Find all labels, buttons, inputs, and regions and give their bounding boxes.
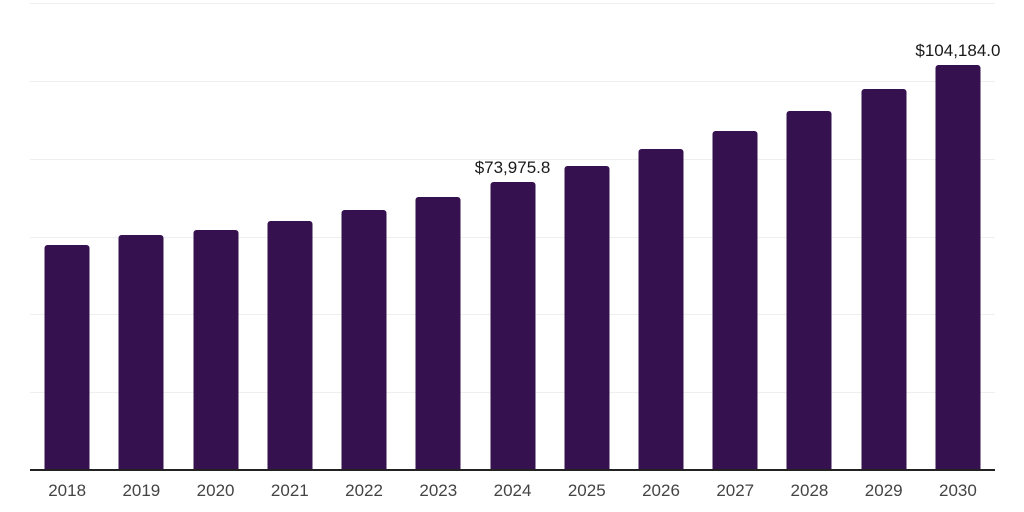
bars-container: $73,975.8 $104,184.0 [30,3,1000,470]
bar-slot [401,3,475,470]
x-axis-tick-label: 2019 [122,481,161,500]
gridline [30,3,995,4]
x-axis-tick-label: 2030 [939,481,977,500]
x-axis-tick-label: 2027 [716,481,755,500]
bar-2018[interactable] [44,245,90,470]
bar-slot [550,3,624,470]
bar-slot [624,3,698,470]
bar-2025[interactable] [564,166,610,470]
plot-area: $73,975.8 $104,184.0 [30,3,1000,471]
gridline [30,80,995,82]
bar-slot [698,3,772,470]
x-axis-tick-label: 2023 [419,481,458,500]
bar-2029[interactable] [861,89,907,470]
x-axis-tick-label: 2024 [493,481,532,500]
bar-2027[interactable] [712,130,758,470]
x-axis-tick-label: 2022 [345,481,383,500]
bar-slot: $73,975.8 [474,3,551,470]
bar-value-label: $73,975.8 [474,158,551,178]
bar-slot [178,3,252,470]
bar-slot [30,3,104,470]
gridline [30,158,995,160]
bar-slot [253,3,327,470]
bar-2021[interactable] [267,220,313,470]
bar-2022[interactable] [341,210,387,470]
bar-slot: $104,184.0 [915,3,1000,470]
bar-2023[interactable] [415,196,461,470]
bar-2030[interactable] [935,64,981,470]
x-axis-tick-label: 2025 [567,481,606,500]
x-axis-line [30,469,995,471]
x-axis: 2018 2019 2020 2021 2022 2023 2024 2025 2026 2027… [30,481,995,501]
x-axis-tick-label: 2021 [270,481,309,500]
bar-2024[interactable] [490,182,536,470]
bar-slot [327,3,401,470]
bar-2020[interactable] [193,230,239,470]
x-axis-tick-label: 2020 [196,481,235,500]
bar-2028[interactable] [786,110,832,470]
bar-slot [772,3,846,470]
bar-value-label: $104,184.0 [915,40,1001,60]
x-axis-tick-label: 2028 [790,481,829,500]
x-axis-tick-label: 2026 [642,481,680,500]
bar-slot [104,3,178,470]
bar-2019[interactable] [118,235,164,470]
x-axis-tick-label: 2029 [864,481,903,500]
x-axis-tick-label: 2018 [48,481,87,500]
bar-slot [847,3,921,470]
bar-2026[interactable] [638,149,684,470]
